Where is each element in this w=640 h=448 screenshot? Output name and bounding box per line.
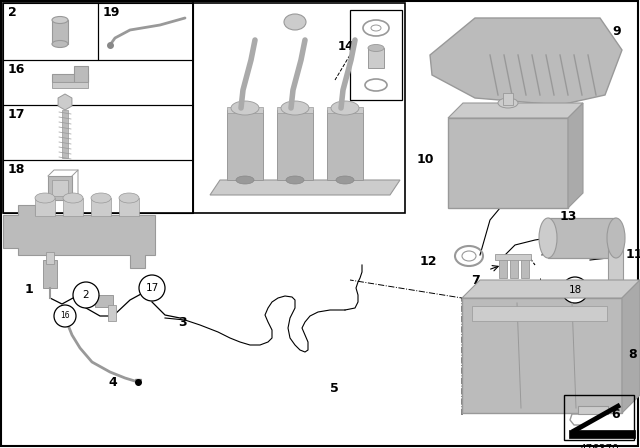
Text: 12: 12 (419, 255, 437, 268)
Circle shape (73, 282, 99, 308)
Ellipse shape (63, 193, 83, 203)
Bar (3, 3, 193, 213)
Bar (564, 395, 634, 440)
Polygon shape (622, 280, 640, 413)
Ellipse shape (281, 101, 309, 115)
Bar (503, 93, 513, 105)
Ellipse shape (336, 176, 354, 184)
Bar (227, 107, 263, 113)
Ellipse shape (119, 193, 139, 203)
Ellipse shape (539, 218, 557, 258)
Ellipse shape (52, 17, 68, 23)
Text: 5: 5 (330, 382, 339, 395)
Text: 6: 6 (611, 408, 620, 421)
Bar (3, 105, 193, 160)
Bar (3, 60, 193, 105)
Bar (95, 295, 113, 307)
Ellipse shape (236, 176, 254, 184)
Bar (52, 180, 68, 196)
Text: 1: 1 (25, 283, 34, 296)
Bar (108, 305, 116, 321)
Bar (277, 107, 313, 113)
Bar (98, 3, 193, 60)
Text: 15: 15 (533, 285, 550, 298)
Text: 4: 4 (108, 376, 116, 389)
Polygon shape (448, 103, 583, 118)
Text: 10: 10 (417, 153, 434, 166)
Bar (277, 110, 313, 180)
Bar (91, 198, 111, 216)
Bar (448, 118, 568, 208)
Ellipse shape (91, 193, 111, 203)
Bar (52, 20, 68, 44)
Bar (52, 74, 88, 82)
Bar (548, 218, 616, 258)
Text: 16: 16 (8, 63, 26, 76)
Text: 17: 17 (145, 283, 159, 293)
Bar (52, 82, 88, 88)
Text: 11: 11 (626, 248, 640, 261)
Text: 9: 9 (612, 25, 621, 38)
Bar (569, 430, 635, 438)
Bar (227, 110, 263, 180)
Text: 2: 2 (8, 6, 17, 19)
Polygon shape (430, 18, 622, 105)
Bar (3, 3, 98, 60)
Bar (608, 245, 623, 285)
Text: 476370: 476370 (579, 444, 619, 448)
Bar (43, 260, 57, 288)
Bar (327, 110, 363, 180)
Bar (327, 107, 363, 113)
Ellipse shape (286, 176, 304, 184)
Bar (521, 258, 529, 278)
Ellipse shape (284, 14, 306, 30)
Bar (3, 160, 193, 213)
Bar (368, 48, 384, 68)
Text: 19: 19 (103, 6, 120, 19)
Bar (350, 10, 402, 100)
Bar (495, 254, 531, 260)
Ellipse shape (368, 44, 384, 52)
Bar (63, 198, 83, 216)
Ellipse shape (331, 101, 359, 115)
Bar (62, 110, 68, 158)
Bar (119, 198, 139, 216)
Bar (499, 258, 507, 278)
Ellipse shape (35, 193, 55, 203)
Text: 18: 18 (8, 163, 26, 176)
Ellipse shape (607, 218, 625, 258)
Bar (472, 306, 607, 321)
Text: 17: 17 (8, 108, 26, 121)
Text: 2: 2 (83, 290, 90, 300)
Bar (193, 3, 405, 213)
Bar (510, 258, 518, 278)
Bar (462, 298, 622, 413)
Circle shape (139, 275, 165, 301)
Bar (46, 252, 54, 264)
Text: 16: 16 (60, 311, 70, 320)
Polygon shape (568, 103, 583, 208)
Polygon shape (3, 205, 155, 268)
Ellipse shape (498, 98, 518, 108)
Text: 7: 7 (471, 274, 480, 287)
Text: 13: 13 (560, 210, 577, 223)
Text: 8: 8 (628, 348, 637, 361)
Circle shape (54, 305, 76, 327)
Polygon shape (462, 280, 640, 298)
Polygon shape (210, 180, 400, 195)
Bar (578, 406, 608, 414)
Ellipse shape (52, 40, 68, 47)
Text: 18: 18 (568, 285, 582, 295)
Text: 3: 3 (178, 316, 187, 329)
Bar (48, 176, 72, 200)
Text: 14: 14 (338, 40, 355, 53)
Ellipse shape (231, 101, 259, 115)
Bar (35, 198, 55, 216)
Circle shape (562, 277, 588, 303)
Bar (74, 66, 88, 82)
